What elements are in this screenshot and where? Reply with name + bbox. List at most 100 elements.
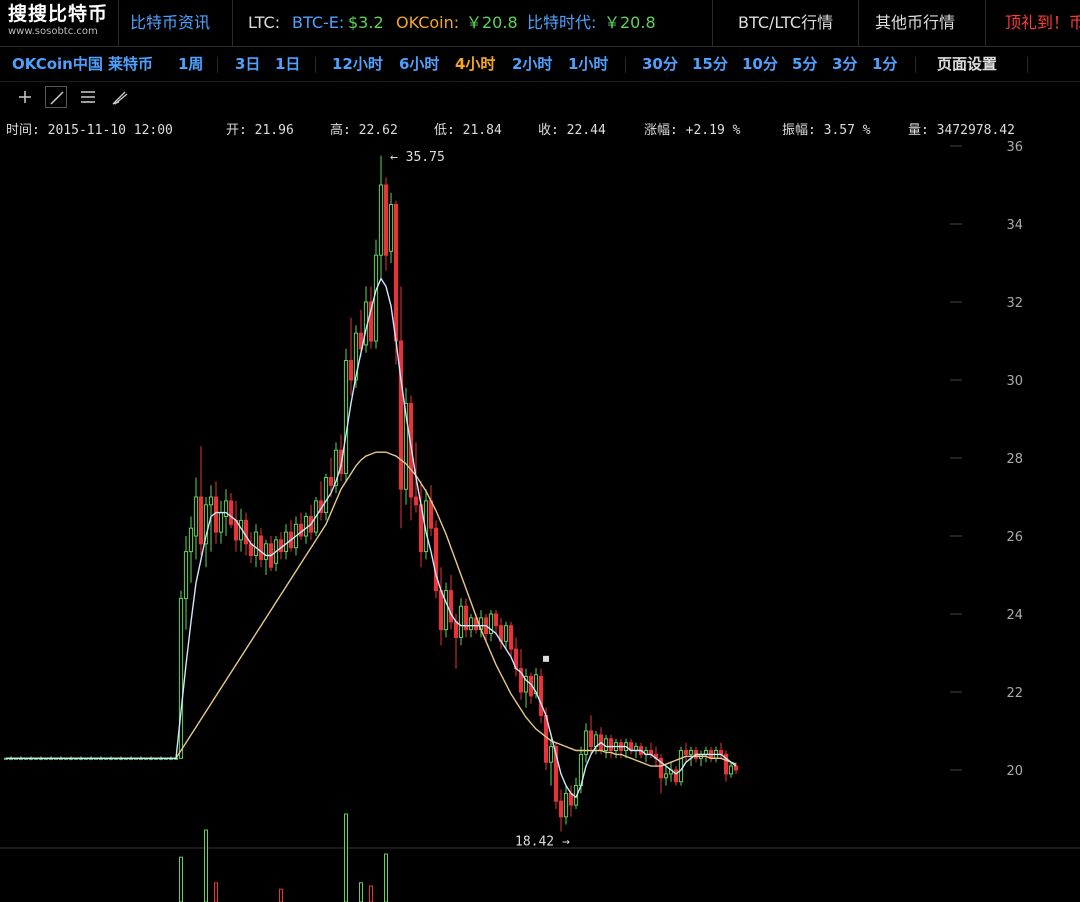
ma-long-line [6, 451, 737, 767]
candle-body [373, 254, 379, 342]
candle-body [558, 800, 564, 818]
line-draw-icon[interactable] [45, 86, 67, 108]
volume-bar [369, 885, 373, 902]
interval-12h[interactable]: 12小时 [332, 55, 383, 73]
candle-body [283, 531, 289, 553]
brand-name: 搜搜比特币 [8, 3, 109, 25]
interval-1w[interactable]: 1周 [178, 55, 204, 73]
ticker-okcoin-label[interactable]: OKCoin: [396, 13, 460, 32]
candle-body [388, 204, 394, 252]
candle-body [663, 773, 669, 779]
candle-body [728, 765, 734, 775]
candle-body [378, 184, 384, 256]
interval-4h-active[interactable]: 4小时 [455, 55, 496, 73]
candle-body [468, 617, 474, 631]
volume-bar [359, 882, 363, 902]
interval-15m[interactable]: 15分 [692, 55, 728, 73]
interval-1h[interactable]: 1小时 [568, 55, 609, 73]
ohlc-high: 高: 22.62 [330, 123, 398, 138]
candle-body [383, 184, 389, 256]
divider [315, 57, 316, 73]
divider [1027, 57, 1028, 73]
candle-body [448, 590, 454, 623]
candle-body [328, 477, 334, 486]
crosshair-icon[interactable] [14, 86, 36, 108]
candle-body [493, 613, 499, 627]
page-settings-button[interactable]: 页面设置 [937, 55, 998, 73]
candle-body [733, 765, 739, 771]
nav-btc-ltc-market[interactable]: BTC/LTC行情 [738, 13, 834, 32]
interval-6h[interactable]: 6小时 [399, 55, 440, 73]
candle-body [398, 340, 404, 490]
candle-body [603, 738, 609, 751]
nav-gift-link[interactable]: 顶礼到！币 [1005, 13, 1080, 32]
brand-url: www.sosobtc.com [8, 26, 98, 37]
candle-body [508, 625, 514, 650]
divider [858, 0, 859, 46]
brand-logo[interactable]: 搜搜比特币 www.sosobtc.com [8, 3, 120, 43]
candle-body [463, 605, 469, 631]
candle-body [223, 500, 229, 517]
pen-icon[interactable] [109, 86, 131, 108]
interval-3m[interactable]: 3分 [832, 55, 858, 73]
candle-body [343, 360, 349, 475]
y-tick-label: 32 [1006, 296, 1023, 311]
candle-body [538, 675, 544, 716]
ma-short-line [6, 277, 737, 799]
interval-10m[interactable]: 10分 [742, 55, 778, 73]
y-tick-label: 30 [1006, 374, 1023, 389]
candle-body [218, 512, 224, 533]
market-selector[interactable]: OKCoin中国 莱特币 [12, 55, 154, 73]
interval-3d[interactable]: 3日 [235, 55, 261, 73]
news-link[interactable]: 比特币资讯 [130, 13, 211, 32]
y-tick-label: 28 [1006, 452, 1023, 467]
y-tick-label: 26 [1006, 530, 1023, 545]
drawing-tools [0, 82, 1080, 114]
candle-body [413, 496, 419, 506]
candle-body [243, 519, 249, 545]
candle-body [563, 792, 569, 818]
interval-2h[interactable]: 2小时 [512, 55, 553, 73]
divider [232, 0, 233, 46]
candle-body [393, 204, 399, 342]
candle-body [178, 597, 184, 759]
ticker-ltc-label: LTC: [248, 13, 281, 32]
divider [985, 0, 986, 46]
parallel-lines-icon[interactable] [77, 86, 99, 108]
max-price-annotation: ← 35.75 [390, 150, 445, 165]
interval-30m[interactable]: 30分 [642, 55, 678, 73]
y-tick-label: 34 [1006, 218, 1023, 233]
volume-bar [344, 813, 348, 902]
candle-body [588, 730, 594, 748]
candle-body [303, 516, 309, 537]
y-tick-label: 20 [1006, 764, 1023, 779]
interval-1d[interactable]: 1日 [275, 55, 301, 73]
selected-candle-marker [543, 655, 549, 662]
interval-1m[interactable]: 1分 [872, 55, 898, 73]
candle-body [403, 402, 409, 490]
candle-body [608, 738, 614, 751]
candle-body [523, 675, 529, 693]
ticker-btctrade-label[interactable]: 比特时代: [527, 13, 597, 32]
candle-body [298, 523, 304, 537]
ohlc-info-bar: 时间: 2015-11-10 12:00 开: 21.96 高: 22.62 低… [0, 116, 1080, 140]
candle-body [203, 504, 209, 545]
candle-body [213, 496, 219, 533]
ohlc-time: 时间: 2015-11-10 12:00 [6, 123, 173, 138]
y-tick-label: 24 [1006, 608, 1023, 623]
interval-5m[interactable]: 5分 [792, 55, 818, 73]
y-tick-label: 22 [1006, 686, 1023, 701]
divider [118, 0, 119, 46]
candle-body [553, 746, 559, 802]
candle-body [673, 769, 679, 783]
candle-body [723, 753, 729, 775]
candle-body [658, 757, 664, 779]
candle-body [228, 500, 234, 525]
nav-other-coins[interactable]: 其他币行情 [875, 13, 956, 32]
volume-bar [214, 882, 218, 902]
candle-body [193, 496, 199, 537]
interval-toolbar: OKCoin中国 莱特币 1周 3日 1日 12小时 6小时 4小时 2小时 1… [0, 47, 1080, 82]
candle-body [688, 750, 694, 755]
ticker-btce-label[interactable]: BTC-E: [292, 13, 345, 32]
